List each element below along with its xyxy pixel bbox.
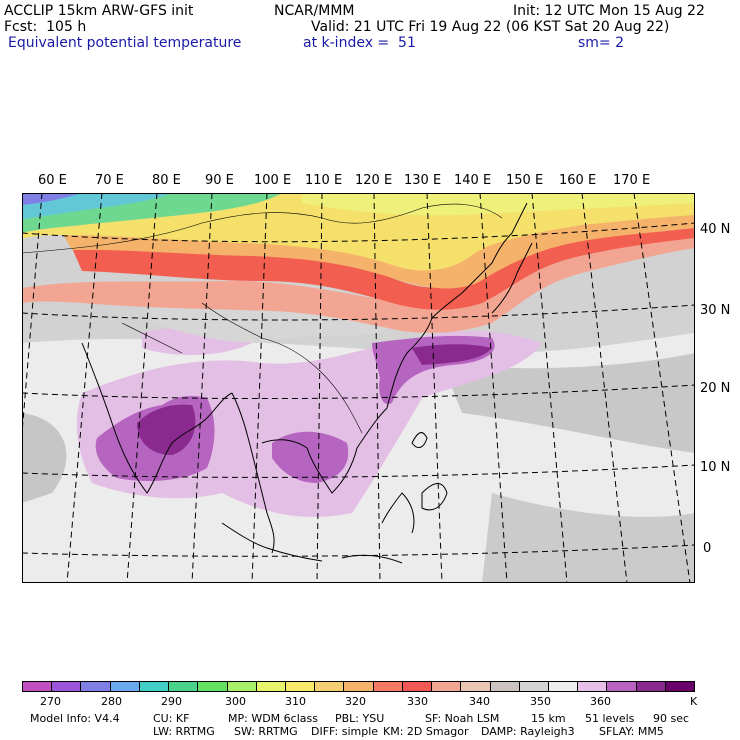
field-band-cyan xyxy=(22,193,172,219)
colorbar-swatch xyxy=(285,682,316,691)
lon-label: 110 E xyxy=(305,173,343,188)
colorbar-swatch xyxy=(373,682,403,691)
colorbar-swatch xyxy=(52,682,82,691)
colorbar-label: 290 xyxy=(161,695,182,708)
colorbar-swatch xyxy=(227,682,257,691)
colorbar-label: 300 xyxy=(225,695,246,708)
colorbar-swatch xyxy=(519,682,549,691)
colorbar-swatch xyxy=(139,682,170,691)
lon-label: 150 E xyxy=(506,173,544,188)
lon-label: 80 E xyxy=(152,173,181,188)
political-borders xyxy=(22,203,503,434)
field-name: Equivalent potential temperature xyxy=(8,35,242,51)
lat-label: 10 N xyxy=(700,460,731,475)
coastlines xyxy=(81,202,533,564)
colorbar xyxy=(22,681,695,692)
field-band-salmon xyxy=(22,225,695,333)
field-band-gray xyxy=(442,353,695,453)
lon-label: 90 E xyxy=(205,173,234,188)
colorbar-label: 330 xyxy=(407,695,428,708)
lon-label: 160 E xyxy=(559,173,597,188)
field-band-gray xyxy=(482,493,695,583)
colorbar-swatch xyxy=(665,682,695,691)
lat-label: 20 N xyxy=(700,381,731,396)
field-band-blue xyxy=(22,193,82,205)
colorbar-swatch xyxy=(23,682,53,691)
time-step: 90 sec xyxy=(653,712,690,725)
colorbar-swatch xyxy=(578,682,608,691)
colorbar-label: 280 xyxy=(101,695,122,708)
colorbar-swatch xyxy=(110,682,140,691)
theta-e-map xyxy=(22,193,695,583)
colorbar-label: 360 xyxy=(590,695,611,708)
colorbar-swatch xyxy=(490,682,520,691)
colorbar-label: 320 xyxy=(345,695,366,708)
graticule xyxy=(22,193,695,583)
cumulus-scheme: CU: KF xyxy=(153,712,190,725)
lat-label: 30 N xyxy=(700,303,731,318)
surface-scheme: SF: Noah LSM xyxy=(425,712,500,725)
lon-label: 70 E xyxy=(95,173,124,188)
organization-label: NCAR/MMM xyxy=(274,3,355,19)
colorbar-swatch xyxy=(607,682,637,691)
colorbar-label: 270 xyxy=(40,695,61,708)
model-info: Model Info: V4.4 xyxy=(30,712,120,725)
damping-option: DAMP: Rayleigh3 xyxy=(481,725,575,738)
lon-label: 170 E xyxy=(613,173,651,188)
colorbar-label: 340 xyxy=(469,695,490,708)
field-band-lightyellow xyxy=(302,193,695,216)
smoothing-info: sm= 2 xyxy=(578,35,625,51)
field-band-purple xyxy=(272,431,349,483)
colorbar-swatch xyxy=(198,682,228,691)
km-option: KM: 2D Smagor xyxy=(383,725,469,738)
forecast-hour: Fcst: 105 h xyxy=(4,19,87,35)
field-band-gray xyxy=(22,413,67,503)
colorbar-swatch xyxy=(256,682,286,691)
diffusion-option: DIFF: simple xyxy=(311,725,379,738)
surface-layer-scheme: SFLAY: MM5 xyxy=(599,725,664,738)
plot-title: ACCLIP 15km ARW-GFS init xyxy=(4,3,194,19)
field-core-darkpurple xyxy=(137,404,196,455)
map-frame xyxy=(22,193,695,583)
grid-spacing: 15 km xyxy=(531,712,566,725)
colorbar-swatch xyxy=(169,682,199,691)
vertical-levels: 51 levels xyxy=(585,712,635,725)
colorbar-unit: K xyxy=(690,695,698,708)
colorbar-swatch xyxy=(636,682,666,691)
lon-label: 120 E xyxy=(355,173,393,188)
lat-label: 0 xyxy=(703,541,712,556)
colorbar-label: 310 xyxy=(285,695,306,708)
longwave-scheme: LW: RRTMG xyxy=(153,725,215,738)
pbl-scheme: PBL: YSU xyxy=(335,712,385,725)
init-time: Init: 12 UTC Mon 15 Aug 22 xyxy=(513,3,705,19)
colorbar-swatch xyxy=(548,682,579,691)
colorbar-swatch xyxy=(81,682,111,691)
colorbar-swatch xyxy=(432,682,462,691)
lat-label: 40 N xyxy=(700,222,731,237)
level-info: at k-index = 51 xyxy=(303,35,416,51)
microphysics-scheme: MP: WDM 6class xyxy=(228,712,318,725)
lon-label: 100 E xyxy=(254,173,292,188)
colorbar-swatch xyxy=(461,682,491,691)
lon-label: 140 E xyxy=(454,173,492,188)
field-core-darkpurple xyxy=(412,344,492,365)
colorbar-label: 350 xyxy=(530,695,551,708)
colorbar-swatch xyxy=(344,682,374,691)
shortwave-scheme: SW: RRTMG xyxy=(234,725,298,738)
colorbar-swatch xyxy=(402,682,433,691)
lon-label: 130 E xyxy=(404,173,442,188)
valid-time: Valid: 21 UTC Fri 19 Aug 22 (06 KST Sat … xyxy=(311,19,670,35)
colorbar-swatch xyxy=(315,682,345,691)
lon-label: 60 E xyxy=(38,173,67,188)
